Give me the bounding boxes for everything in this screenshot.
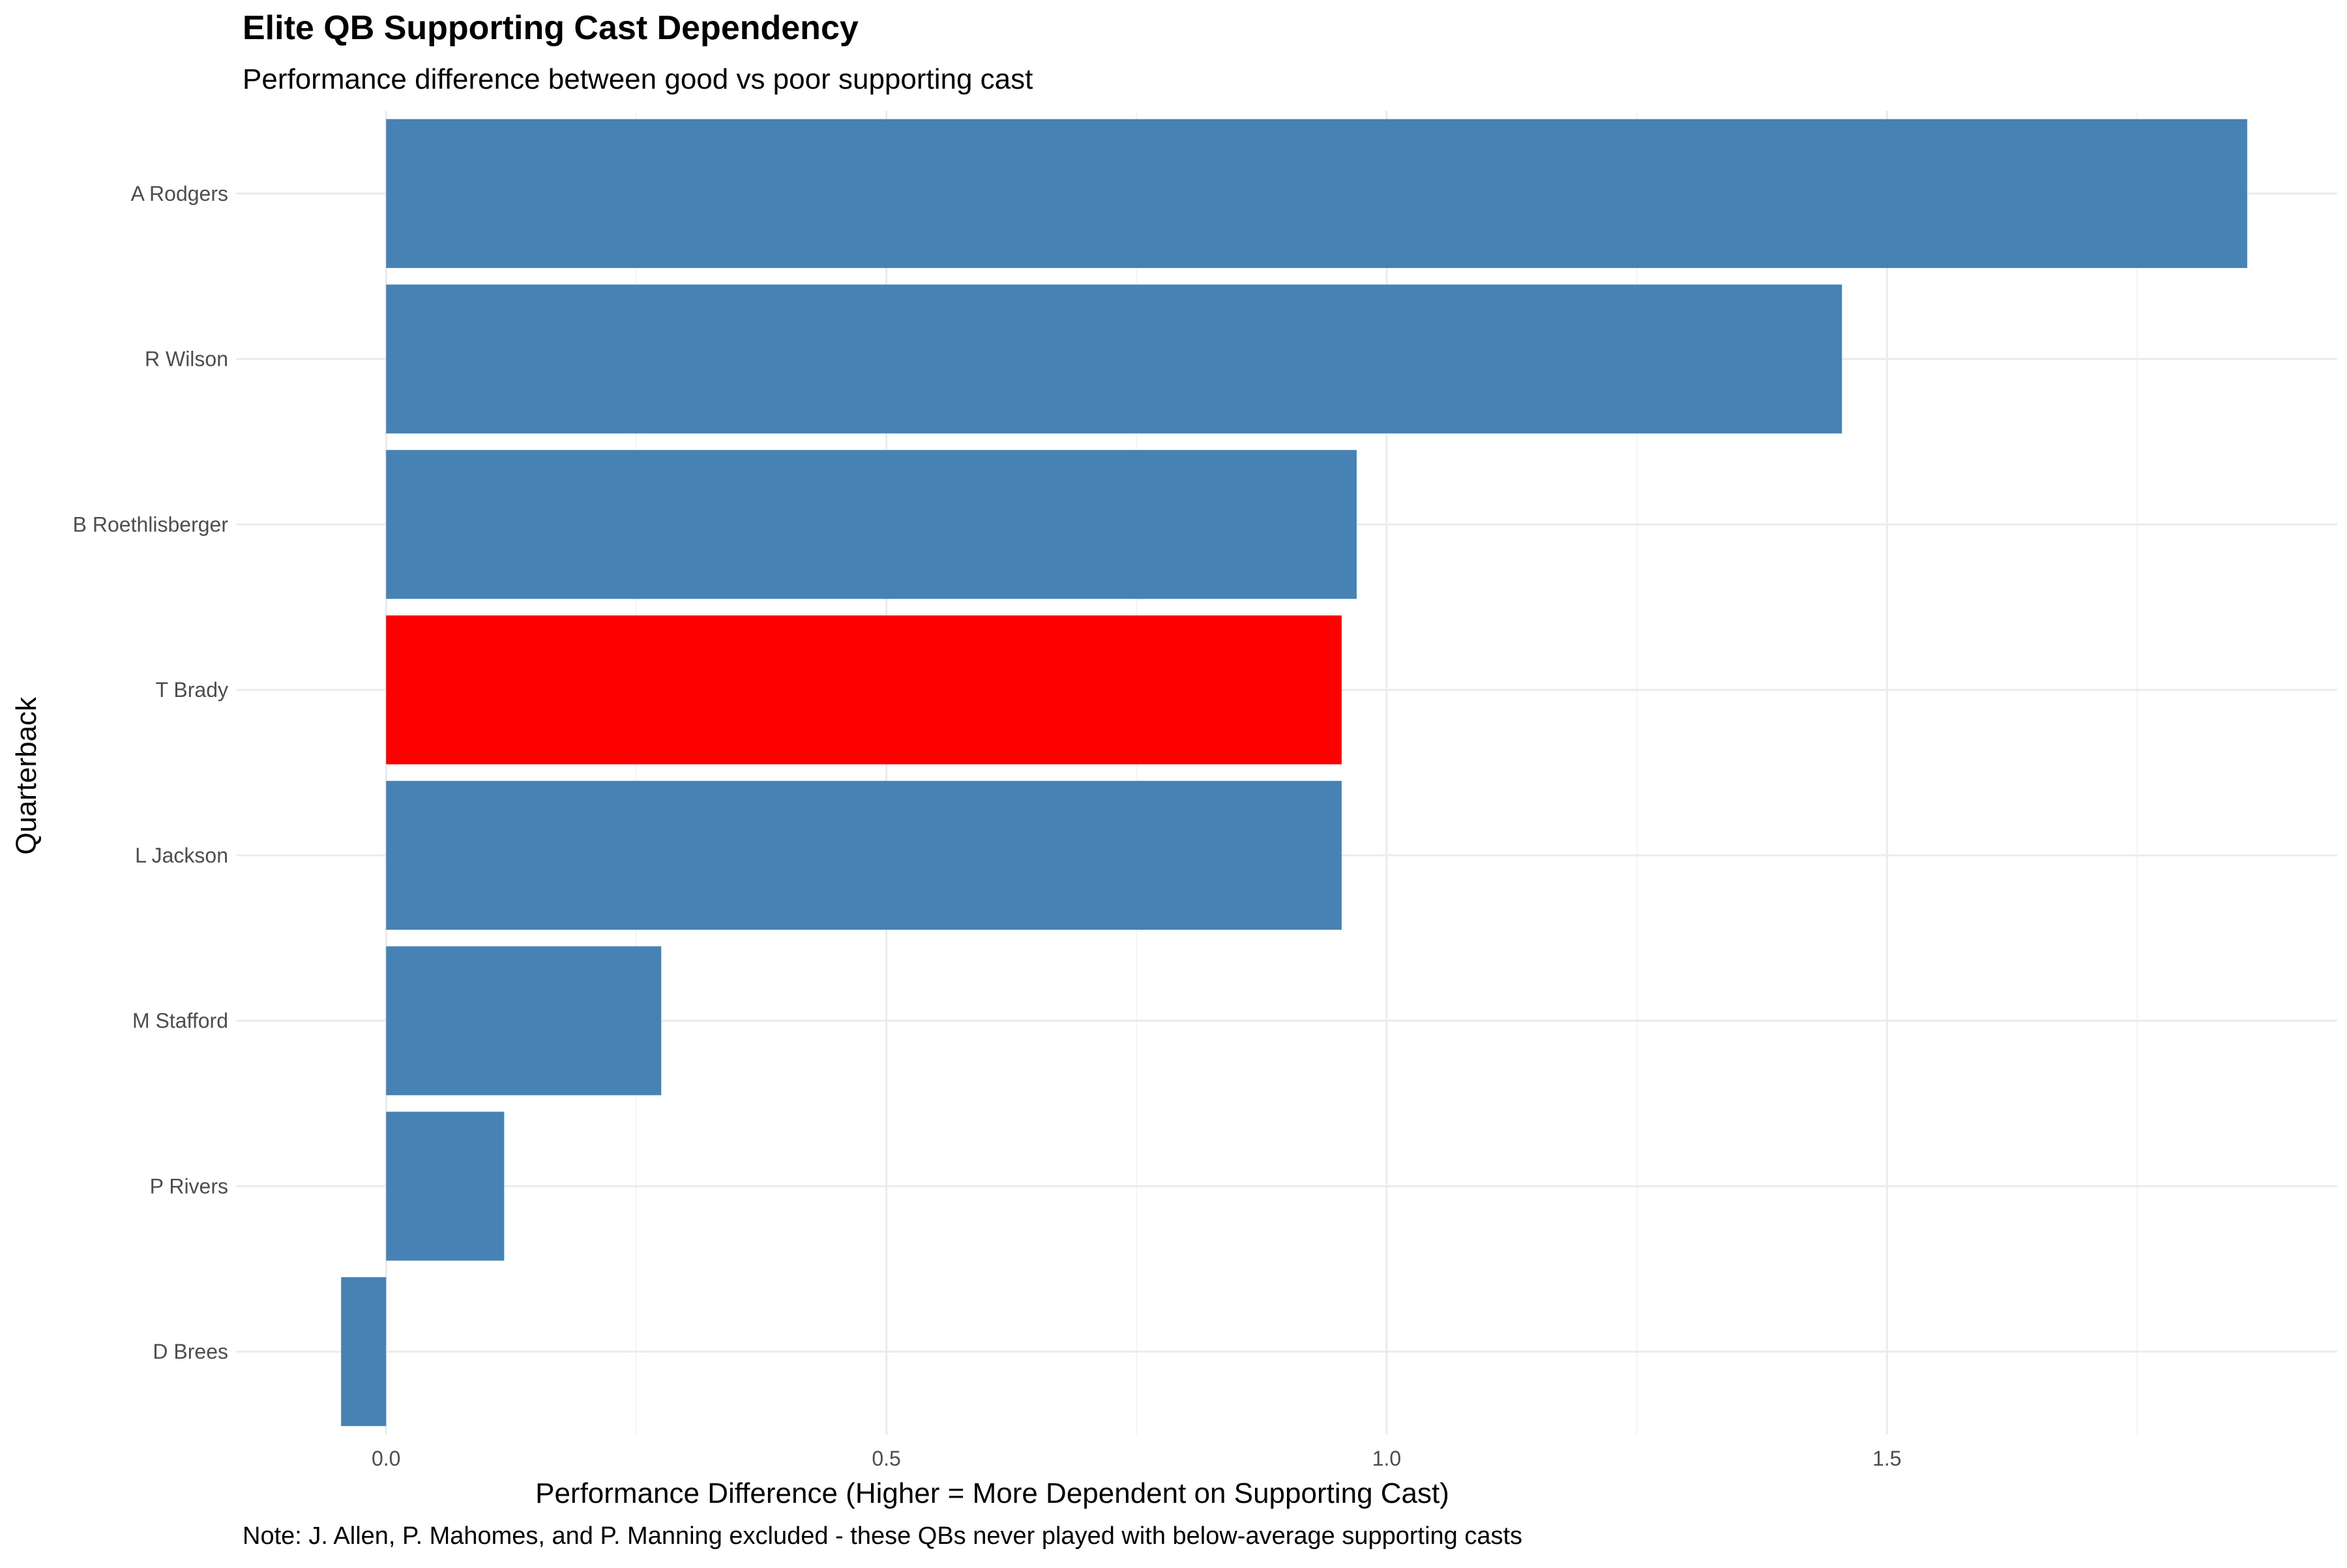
y-tick-label: P Rivers bbox=[150, 1174, 228, 1198]
bar-layer bbox=[341, 119, 2247, 1427]
y-axis-title: Quarterback bbox=[10, 696, 42, 855]
bar-l-jackson bbox=[386, 780, 1342, 930]
bar-r-wilson bbox=[386, 284, 1842, 434]
y-tick-label: B Roethlisberger bbox=[73, 512, 229, 536]
y-tick-label: R Wilson bbox=[145, 348, 228, 371]
y-tick-label: M Stafford bbox=[132, 1009, 228, 1033]
y-tick-label: D Brees bbox=[153, 1340, 228, 1363]
bar-a-rodgers bbox=[386, 119, 2247, 269]
bar-b-roethlisberger bbox=[386, 450, 1357, 599]
x-tick-label: 1.0 bbox=[1372, 1447, 1401, 1470]
x-tick-labels: 0.0 0.5 1.0 1.5 bbox=[372, 1447, 1902, 1470]
bar-t-brady bbox=[386, 615, 1342, 765]
chart-caption: Note: J. Allen, P. Mahomes, and P. Manni… bbox=[243, 1522, 1522, 1550]
bar-p-rivers bbox=[386, 1112, 505, 1261]
y-tick-labels: A Rodgers R Wilson B Roethlisberger T Brady… bbox=[73, 182, 229, 1363]
chart-title: Elite QB Supporting Cast Dependency bbox=[243, 9, 859, 47]
x-tick-label: 0.5 bbox=[872, 1447, 900, 1470]
x-tick-label: 1.5 bbox=[1872, 1447, 1901, 1470]
y-tick-label: A Rodgers bbox=[131, 182, 228, 205]
y-tick-label: L Jackson bbox=[135, 844, 228, 867]
x-axis-title: Performance Difference (Higher = More De… bbox=[535, 1477, 1449, 1509]
y-tick-label: T Brady bbox=[156, 678, 228, 702]
bar-d-brees bbox=[341, 1277, 387, 1427]
chart-subtitle: Performance difference between good vs p… bbox=[243, 63, 1033, 95]
bar-m-stafford bbox=[386, 946, 662, 1095]
x-tick-label: 0.0 bbox=[372, 1447, 400, 1470]
